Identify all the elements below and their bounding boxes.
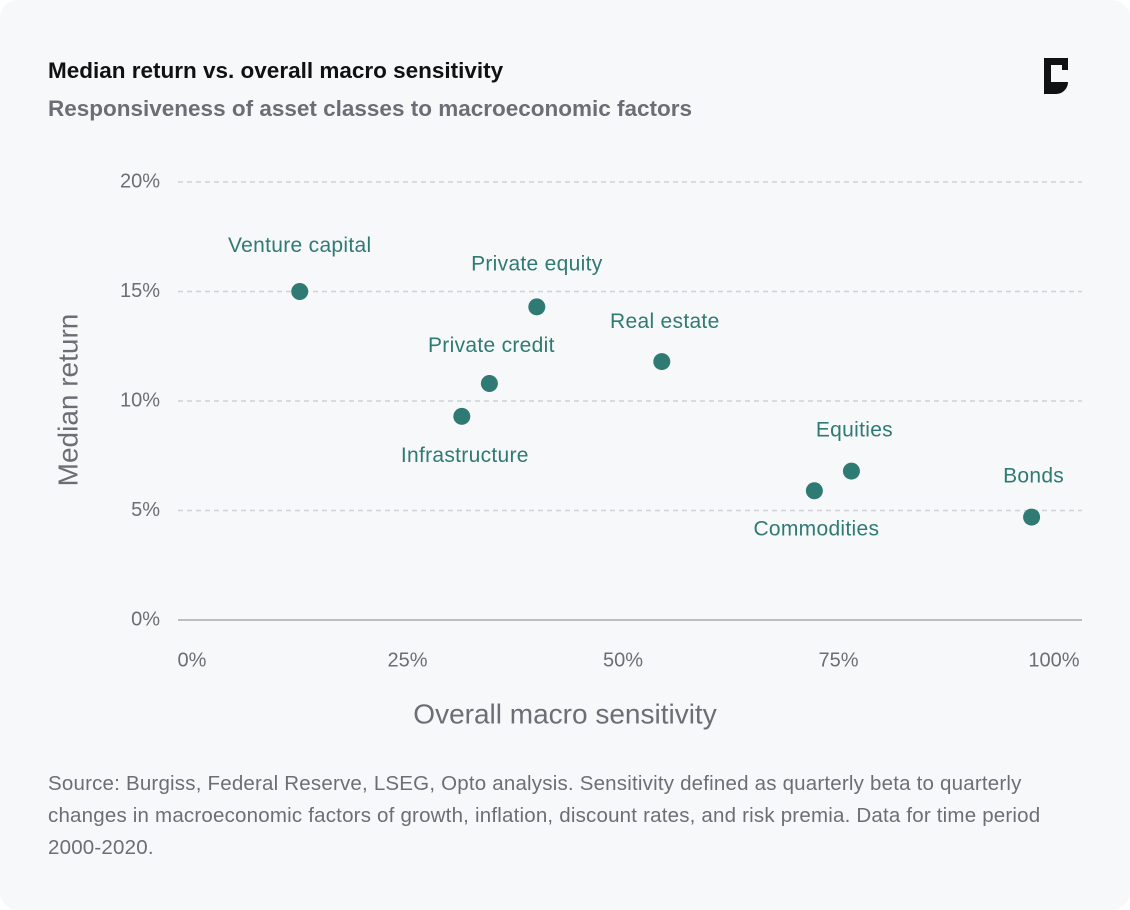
chart-subtitle: Responsiveness of asset classes to macro…	[48, 96, 692, 121]
point-label: Infrastructure	[401, 444, 529, 467]
point	[653, 353, 671, 371]
point-label: Private equity	[471, 252, 603, 275]
point	[528, 298, 546, 316]
x-tick-label: 0%	[178, 649, 207, 671]
y-axis-label: Median return	[52, 314, 83, 487]
point-label: Bonds	[1003, 465, 1064, 488]
x-tick-label: 25%	[387, 649, 427, 671]
x-axis-label: Overall macro sensitivity	[413, 698, 716, 729]
y-tick-label: 20%	[120, 170, 160, 192]
y-tick-label: 5%	[131, 499, 160, 521]
y-tick-label: 0%	[131, 608, 160, 630]
point	[480, 374, 498, 392]
point-label: Venture capital	[228, 234, 371, 257]
logo	[1044, 58, 1068, 94]
y-tick-label: 15%	[120, 280, 160, 302]
y-tick-label: 10%	[120, 389, 160, 411]
point-label: Equities	[816, 419, 893, 442]
x-tick-label: 100%	[1028, 649, 1079, 671]
point	[453, 407, 471, 425]
point	[291, 283, 309, 300]
point-label: Private credit	[428, 334, 555, 357]
point-label: Commodities	[753, 517, 879, 540]
source-note: Source: Burgiss, Federal Reserve, LSEG, …	[48, 772, 1041, 859]
point	[1023, 508, 1041, 526]
point	[842, 462, 860, 480]
chart-title: Median return vs. overall macro sensitiv…	[48, 58, 504, 83]
point-label: Real estate	[610, 310, 720, 333]
x-tick-label: 50%	[603, 649, 643, 671]
x-tick-label: 75%	[818, 649, 858, 671]
chart: Median return vs. overall macro sensitiv…	[48, 58, 1082, 729]
point	[805, 482, 823, 500]
